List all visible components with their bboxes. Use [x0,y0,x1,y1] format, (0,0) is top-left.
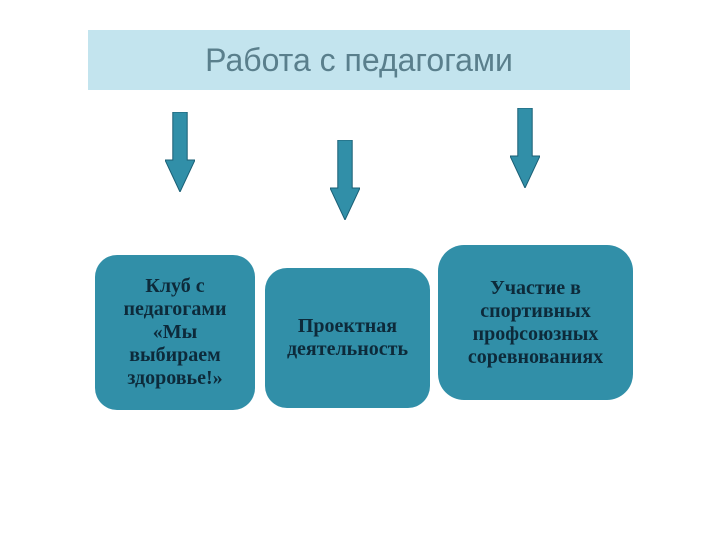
box-club: Клуб с педагогами «Мы выбираем здоровье!… [95,255,255,410]
arrow-down-icon [165,112,195,192]
box-project-text: Проектная деятельность [273,315,422,361]
arrow-1 [330,140,360,220]
arrow-down-icon [330,140,360,220]
box-club-text: Клуб с педагогами «Мы выбираем здоровье!… [103,275,247,390]
slide: Работа с педагогами Клуб с педагогами «М… [0,0,720,540]
box-project: Проектная деятельность [265,268,430,408]
box-sport: Участие в спортивных профсоюзных соревно… [438,245,633,400]
arrow-2 [510,108,540,188]
box-sport-text: Участие в спортивных профсоюзных соревно… [446,277,625,369]
title-text: Работа с педагогами [205,42,513,79]
title-bar: Работа с педагогами [88,30,630,90]
arrow-0 [165,112,195,192]
arrow-down-icon [510,108,540,188]
